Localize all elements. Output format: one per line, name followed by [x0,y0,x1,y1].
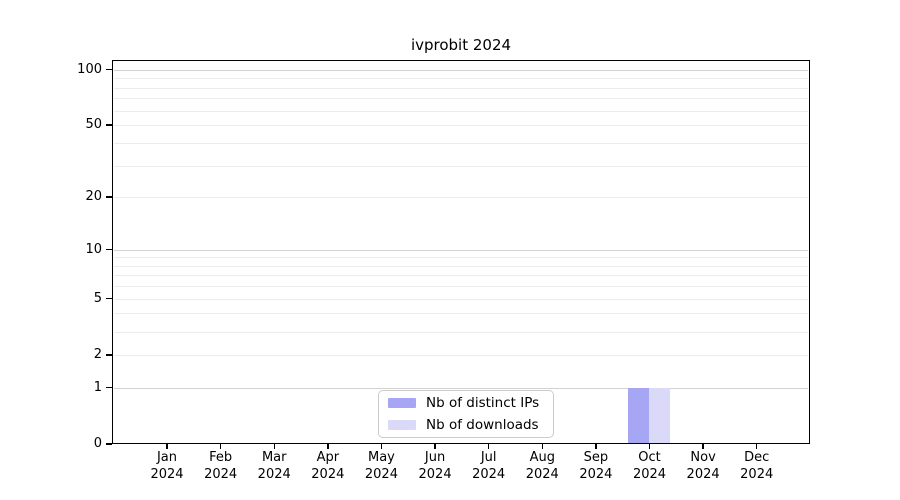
y-axis-tick [106,387,112,389]
x-axis-tick-label: Sep 2024 [579,450,613,482]
x-axis-tick-label: Jun 2024 [418,450,452,482]
y-axis-tick-label: 5 [93,290,102,306]
gridline-minor [114,298,808,300]
gridline-minor [114,313,808,315]
x-axis-tick-label: Oct 2024 [632,450,667,482]
legend-entry-distinct-ips: Nb of distinct IPs [388,394,544,413]
x-axis-tick-label: May 2024 [364,450,398,482]
x-axis-tick-label: Dec 2024 [740,450,774,482]
bar-downloads [649,387,671,443]
x-axis-tick [273,444,275,449]
x-axis-tick [648,444,651,449]
bar-distinct-ips [628,387,650,443]
distinct-ips-swatch-icon [388,397,416,409]
y-axis-tick-label: 0 [93,436,102,451]
x-axis-tick [434,444,436,449]
x-axis-tick-label: Apr 2024 [311,450,345,482]
y-axis-tick-label: 1 [93,379,102,395]
gridline-minor [114,165,808,167]
y-axis-tick [106,69,112,71]
y-axis-tick-label: 50 [85,117,102,133]
gridline-minor [114,265,808,267]
y-axis-tick-label: 2 [93,346,102,362]
x-axis-tick-label: Jul 2024 [472,450,506,482]
x-axis-tick-label: Aug 2024 [525,450,559,482]
y-axis-tick [106,354,112,356]
y-axis-tick [106,248,112,251]
y-axis-tick [106,297,112,300]
legend-label: Nb of downloads [426,416,539,433]
x-axis-tick [702,444,704,449]
chart-title: ivprobit 2024 [410,36,512,54]
x-axis-tick [327,444,329,449]
x-axis-tick [595,444,597,449]
x-axis-tick [541,444,543,449]
y-axis-tick-label: 10 [85,241,102,257]
x-axis-tick [380,444,383,449]
downloads-swatch-icon [388,419,416,431]
legend: Nb of distinct IPs Nb of downloads [378,390,554,438]
x-axis-tick [219,444,222,449]
x-axis-tick [487,444,490,449]
gridline-major [114,249,808,251]
gridline-major [114,69,808,71]
plot-area [112,60,810,444]
gridline-minor [114,110,808,112]
gridline-minor [114,354,808,356]
gridline-minor [114,275,808,277]
y-axis-tick [106,124,112,126]
x-axis-tick [166,444,168,449]
gridline-minor [114,286,808,288]
y-axis-tick-label: 20 [85,189,102,205]
gridline-minor [114,87,808,89]
gridline-minor [114,78,808,80]
y-axis-tick [106,196,112,198]
gridline-minor [114,98,808,100]
x-axis-tick [756,444,758,449]
y-axis-tick-label: 100 [77,61,102,77]
gridline-minor [114,331,808,333]
gridline-minor [114,197,808,199]
gridline-major [114,387,808,389]
y-axis-tick [106,443,112,445]
x-axis-tick-label: Nov 2024 [686,450,720,482]
gridline-minor [114,142,808,144]
legend-entry-downloads: Nb of downloads [388,416,544,435]
x-axis-tick-label: Jan 2024 [150,450,184,482]
x-axis-tick-label: Feb 2024 [204,450,238,482]
gridline-minor [114,257,808,259]
x-axis-tick-label: Mar 2024 [257,450,291,482]
legend-label: Nb of distinct IPs [426,394,540,411]
gridline-minor [114,125,808,127]
